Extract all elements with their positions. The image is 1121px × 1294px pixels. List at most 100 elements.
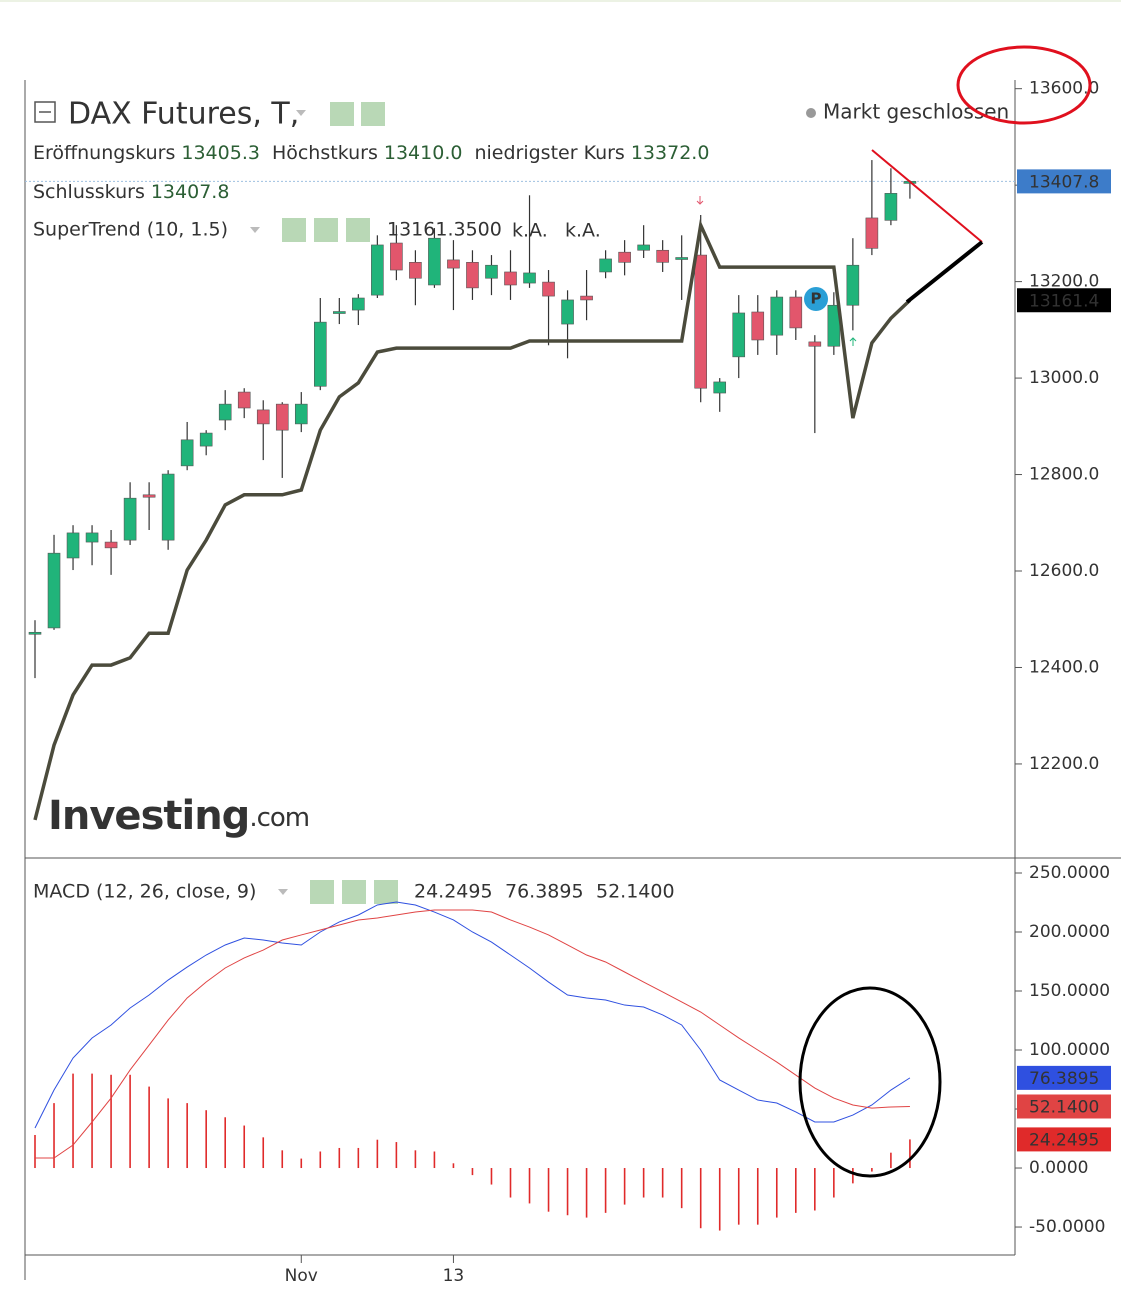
supertrend-line bbox=[33, 219, 912, 821]
logo-text: .com bbox=[249, 803, 309, 833]
x-tick-label: 13 bbox=[443, 1266, 465, 1286]
price-tag bbox=[1017, 288, 1111, 313]
y-tick-label: 100.0000 bbox=[1029, 1040, 1110, 1060]
y-tick-label: 150.0000 bbox=[1029, 981, 1110, 1001]
candle-body bbox=[789, 296, 803, 329]
candle-body bbox=[199, 432, 213, 447]
indicator-value: 76.3895 bbox=[505, 881, 584, 903]
close-icon[interactable] bbox=[346, 218, 370, 242]
candle-body bbox=[846, 264, 860, 306]
annotation-ellipse bbox=[798, 986, 942, 1178]
candle-body bbox=[390, 242, 403, 271]
annotation-line bbox=[871, 149, 983, 243]
candle-body bbox=[808, 341, 822, 347]
dropdown[interactable] bbox=[250, 227, 260, 233]
candle-body bbox=[85, 532, 99, 543]
ohlc-name: Eröffnungskurs bbox=[33, 142, 175, 164]
candle-body bbox=[218, 403, 232, 421]
annotation-line bbox=[905, 240, 984, 304]
price-tag bbox=[1017, 1094, 1111, 1119]
dropdown[interactable] bbox=[296, 110, 306, 116]
candle-body bbox=[352, 297, 365, 311]
candle-body bbox=[447, 259, 460, 269]
candle-body bbox=[409, 262, 422, 279]
candle-body bbox=[104, 541, 118, 549]
y-tick-label: -50.0000 bbox=[1029, 1217, 1105, 1237]
candle-body bbox=[428, 237, 441, 286]
ohlc-value: 13372.0 bbox=[631, 142, 710, 164]
candle-body bbox=[333, 311, 346, 314]
y-tick-label: 12600.0 bbox=[1029, 561, 1099, 581]
close-icon[interactable] bbox=[374, 880, 398, 904]
ohlc-name: Schlusskurs bbox=[33, 181, 145, 203]
candle-body bbox=[371, 244, 384, 296]
candle-body bbox=[713, 381, 727, 394]
collapse-icon[interactable] bbox=[34, 101, 56, 123]
ohlc-info: Eröffnungskurs 13405.3 Höchstkurs 13410.0 ni… bbox=[33, 142, 709, 164]
indicator-value: k.A. bbox=[565, 220, 601, 242]
candle-body bbox=[161, 473, 175, 541]
indicator-value: 24.2495 bbox=[414, 881, 493, 903]
y-tick-label: 13000.0 bbox=[1029, 368, 1099, 388]
candle-body bbox=[237, 391, 251, 409]
candle-body bbox=[294, 403, 308, 425]
candle-body bbox=[884, 193, 898, 221]
gear-icon[interactable] bbox=[314, 218, 338, 242]
gear-icon[interactable] bbox=[361, 102, 385, 126]
candle-body bbox=[770, 296, 784, 336]
ohlc-value: 13407.8 bbox=[151, 181, 230, 203]
signal-arrow bbox=[849, 337, 857, 346]
price-tag-label: 76.3895 bbox=[1029, 1069, 1099, 1089]
eye-icon[interactable] bbox=[330, 102, 354, 126]
dropdown[interactable] bbox=[278, 889, 288, 895]
candle-body bbox=[618, 251, 631, 263]
status-dot bbox=[806, 108, 816, 118]
price-tag bbox=[1017, 1065, 1111, 1090]
candle-body bbox=[180, 439, 194, 467]
logo-text: Investing bbox=[48, 793, 249, 839]
indicator-name: MACD (12, 26, close, 9) bbox=[33, 881, 256, 903]
candle-body bbox=[275, 403, 289, 431]
candle-body bbox=[123, 497, 137, 541]
candle-body bbox=[732, 312, 746, 358]
candle-body bbox=[561, 299, 574, 325]
indicator-value: 13161.3500 bbox=[387, 219, 502, 241]
eye-icon[interactable] bbox=[310, 880, 334, 904]
y-tick-label: 13600.0 bbox=[1029, 79, 1099, 99]
eye-icon[interactable] bbox=[282, 218, 306, 242]
event-marker-label: P bbox=[811, 290, 822, 308]
candle-body bbox=[637, 244, 650, 251]
y-tick-label: 12800.0 bbox=[1029, 465, 1099, 485]
event-marker[interactable] bbox=[804, 287, 828, 311]
price-tag-label: 13161.4 bbox=[1029, 291, 1099, 311]
candle-body bbox=[466, 262, 479, 289]
macd-line bbox=[35, 909, 910, 1159]
y-tick-label: 200.0000 bbox=[1029, 922, 1110, 942]
price-tag bbox=[1017, 1127, 1111, 1152]
candle-body bbox=[313, 321, 327, 387]
candle-body bbox=[865, 217, 879, 249]
signal-arrow bbox=[696, 196, 704, 205]
ohlc-value: 13410.0 bbox=[384, 142, 463, 164]
y-tick-label: 12200.0 bbox=[1029, 754, 1099, 774]
plot: 12200.012400.012600.012800.013000.013200… bbox=[25, 79, 1111, 1286]
candle-body bbox=[504, 271, 517, 286]
candle-body bbox=[675, 257, 688, 260]
candle-body bbox=[66, 532, 80, 559]
candle-body bbox=[694, 254, 708, 389]
ohlc-name: niedrigster Kurs bbox=[474, 142, 624, 164]
candle-body bbox=[751, 311, 765, 341]
candle-body bbox=[142, 494, 156, 498]
candle-body bbox=[28, 631, 42, 635]
indicator-name: SuperTrend (10, 1.5) bbox=[33, 219, 228, 241]
candle-body bbox=[485, 264, 498, 279]
candle-body bbox=[599, 258, 612, 273]
gear-icon[interactable] bbox=[342, 880, 366, 904]
ohlc-info: Schlusskurs 13407.8 bbox=[33, 181, 229, 203]
logo: Investing.com bbox=[48, 793, 309, 839]
candle-body bbox=[256, 409, 270, 425]
y-tick-label: 13200.0 bbox=[1029, 272, 1099, 292]
